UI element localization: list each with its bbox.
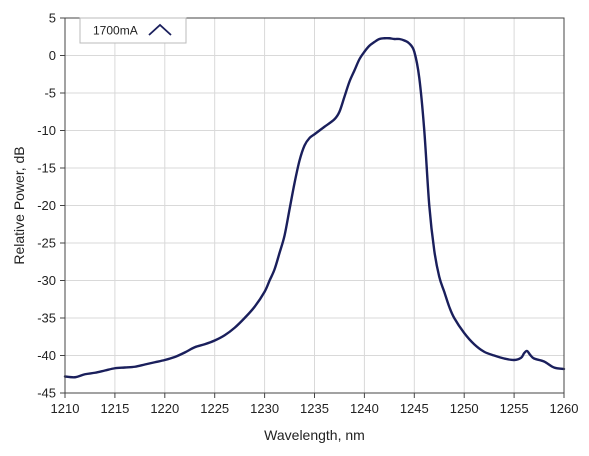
x-tick-label: 1235	[300, 401, 329, 416]
x-tick-label: 1215	[100, 401, 129, 416]
legend-line-sample-icon	[148, 23, 172, 36]
legend-entry-label: 1700mA	[93, 24, 138, 38]
x-tick-label: 1250	[450, 401, 479, 416]
series-layer	[63, 36, 566, 379]
x-tick-label: 1240	[350, 401, 379, 416]
y-tick-label: -25	[37, 236, 56, 251]
legend: 1700mA	[79, 17, 187, 44]
x-tick-label: 1255	[500, 401, 529, 416]
grid	[64, 17, 565, 394]
y-tick-label: -35	[37, 311, 56, 326]
y-tick-label: -15	[37, 161, 56, 176]
legend-box	[79, 17, 187, 44]
x-tick-label: 1260	[550, 401, 579, 416]
y-tick-label: -40	[37, 348, 56, 363]
y-tick-label: -5	[44, 86, 56, 101]
y-tick-label: 5	[49, 11, 56, 26]
y-tick-label: 0	[49, 48, 56, 63]
series-line-1700ma	[63, 36, 566, 379]
x-tick-label: 1225	[200, 401, 229, 416]
y-tick-label: -20	[37, 198, 56, 213]
x-axis-label: Wavelength, nm	[264, 427, 365, 443]
x-tick-label: 1230	[250, 401, 279, 416]
y-tick-label: -30	[37, 273, 56, 288]
x-tick-label: 1245	[400, 401, 429, 416]
x-tick-label: 1210	[51, 401, 80, 416]
y-axis-label: Relative Power, dB	[11, 146, 27, 264]
y-tick-label: -45	[37, 386, 56, 401]
y-tick-label: -10	[37, 123, 56, 138]
tick-labels: 1210 1215 1220 1225 1230 1235 1240 1245 1250 1255…	[37, 11, 578, 417]
x-tick-label: 1220	[150, 401, 179, 416]
